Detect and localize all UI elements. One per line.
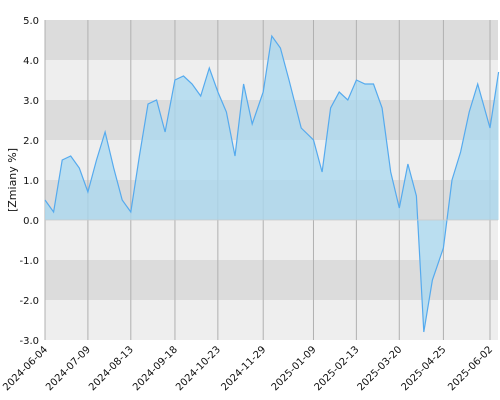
x-tick-label: 2025-02-13	[313, 344, 362, 393]
x-tick-label: 2024-09-18	[131, 344, 180, 393]
x-tick-label: 2024-06-04	[1, 344, 50, 393]
x-tick-label: 2025-03-20	[356, 344, 405, 393]
x-axis-ticks: 2024-06-042024-07-092024-08-132024-09-18…	[1, 344, 495, 393]
series-line	[44, 34, 500, 333]
area-fill	[45, 36, 499, 332]
band	[45, 300, 498, 340]
y-tick-label: 0.0	[23, 216, 39, 227]
x-tick-label: 2024-10-23	[174, 344, 223, 393]
x-tick-label: 2024-08-13	[87, 344, 136, 393]
y-axis-ticks: -3.0 -2.0 -1.0 0.0 1.0 2.0 3.0 4.0 5.0	[19, 16, 39, 347]
y-tick-label: -3.0	[19, 336, 39, 347]
y-tick-label: 4.0	[23, 56, 39, 67]
y-tick-label: -1.0	[19, 256, 39, 267]
x-tick-label: 2024-11-29	[219, 344, 268, 393]
y-tick-label: 1.0	[23, 176, 39, 187]
x-tick-label: 2024-07-09	[44, 344, 93, 393]
y-axis-label: [Zmiany %]	[6, 148, 19, 212]
y-tick-label: 3.0	[23, 96, 39, 107]
y-tick-label: 5.0	[23, 16, 39, 27]
x-tick-label: 2025-04-25	[400, 344, 449, 393]
y-tick-label: -2.0	[19, 296, 39, 307]
x-tick-label: 2025-06-02	[446, 344, 495, 393]
x-tick-label: 2025-01-09	[270, 344, 319, 393]
y-tick-label: 2.0	[23, 136, 39, 147]
